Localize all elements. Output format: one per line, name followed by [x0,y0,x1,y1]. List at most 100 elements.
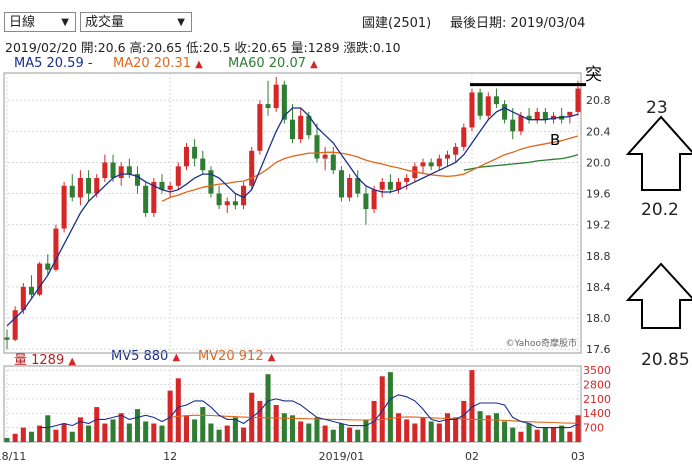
volume-bar [28,431,35,442]
ma60-legend-label: MA60 20.07 [228,56,306,71]
candle-body [45,263,51,270]
volume-bar [183,415,189,442]
price-tick-label: 20.8 [586,94,611,107]
volume-bar [265,374,271,442]
volume-bar [192,419,198,442]
candle-body [379,181,385,190]
volume-bar [444,413,451,442]
candle-body [420,162,426,167]
candle-body [314,135,320,159]
volume-tick-label: 1400 [583,407,611,420]
arrow-number-23: 23 [646,98,668,118]
candle-body [436,158,442,167]
volume-bar [412,423,418,442]
volume-bar [53,429,59,442]
volume-bar [567,431,573,442]
ma60-line [463,154,579,171]
candle-body [192,146,198,159]
arrow-value-upper: 20.2 [641,200,679,220]
candle-body [167,185,173,190]
volume-bar [526,423,532,442]
candle-body [224,201,230,206]
candle-body [118,166,124,178]
candle-body [371,189,377,210]
candle-body [126,166,132,175]
chevron-down-icon: ▼ [177,17,185,28]
triangle-up-icon: ▲ [68,356,77,367]
candle-body [249,150,255,186]
candle-body [257,104,263,151]
ma60-legend: MA60 20.07 ▲ [228,56,318,71]
candle-body [12,310,18,340]
volume-bar [298,421,304,442]
candle-body [289,119,296,140]
candle-body [37,263,43,295]
volume-bar [20,427,26,442]
volume-bar [208,423,214,442]
volume-bar [232,417,238,442]
candle-body [232,201,238,206]
volume-bar [151,423,157,442]
price-tick-label: 20.0 [586,156,611,169]
candle-body [404,178,410,182]
time-tick-label: 02 [465,450,479,463]
volume-bar [534,429,540,442]
candle-body [363,193,369,210]
candle-body [575,88,581,112]
stock-name: 國建(2501) [362,16,432,31]
volume-tick-label: 2100 [583,393,611,406]
volume-bar [45,415,51,442]
candle-body [69,185,75,198]
volume-bar [241,427,247,442]
volume-bar [330,429,336,442]
volume-bar [86,425,92,442]
volume-bar [477,411,483,442]
volume-bar [518,431,524,442]
ma5-legend: MA5 20.59 - [14,56,93,71]
candle-body [387,181,393,190]
arrow-value-lower: 20.85 [641,350,690,370]
volume-bar [257,400,263,442]
candle-body [281,84,287,120]
volume-bar [224,425,230,442]
volume-bar [575,415,581,442]
candle-body [20,286,26,311]
volume-bar [94,407,100,442]
volume-bar [12,433,18,442]
volume-bar [110,419,116,442]
last-date-label: 最後日期: 2019/03/04 [450,16,586,31]
time-tick-label: 12 [163,450,177,463]
volume-bar [77,417,83,442]
volume-bar [542,427,548,442]
volume-bar [510,427,516,442]
candle-body [338,170,344,198]
volume-bar [550,427,557,442]
price-tick-label: 18.0 [586,312,611,325]
volume-bar [69,431,75,442]
period-select-value: 日線 [9,15,36,30]
volume-bar [134,409,141,442]
candle-body [510,119,516,132]
candle-body [396,181,402,190]
breakout-label: 突 [585,65,602,85]
volume-legend-label: 量 1289 [14,353,65,368]
up-arrow-outline-icon [625,262,692,329]
ohlc-line: 2019/02/20 開:20.6 高:20.65 低:20.5 收:20.65… [5,40,401,55]
candle-body [159,181,165,190]
time-tick-label: 03 [571,450,585,463]
candle-body [28,286,35,295]
candle-body [216,193,222,206]
volume-bar [469,370,475,442]
candle-body [53,228,59,270]
ma20-line [161,135,579,202]
indicator-select[interactable]: 成交量 ▼ [80,12,192,32]
candle-body [444,154,451,159]
candle-body [4,337,10,340]
time-tick-label: 2019/01 [319,450,365,463]
volume-bar [289,415,296,442]
volume-legend: 量 1289 ▲ [14,349,76,368]
candle-body [322,154,328,159]
period-select[interactable]: 日線 ▼ [4,12,76,32]
volume-bar [159,425,165,442]
ma5-legend-label: MA5 20.59 - [14,56,93,71]
